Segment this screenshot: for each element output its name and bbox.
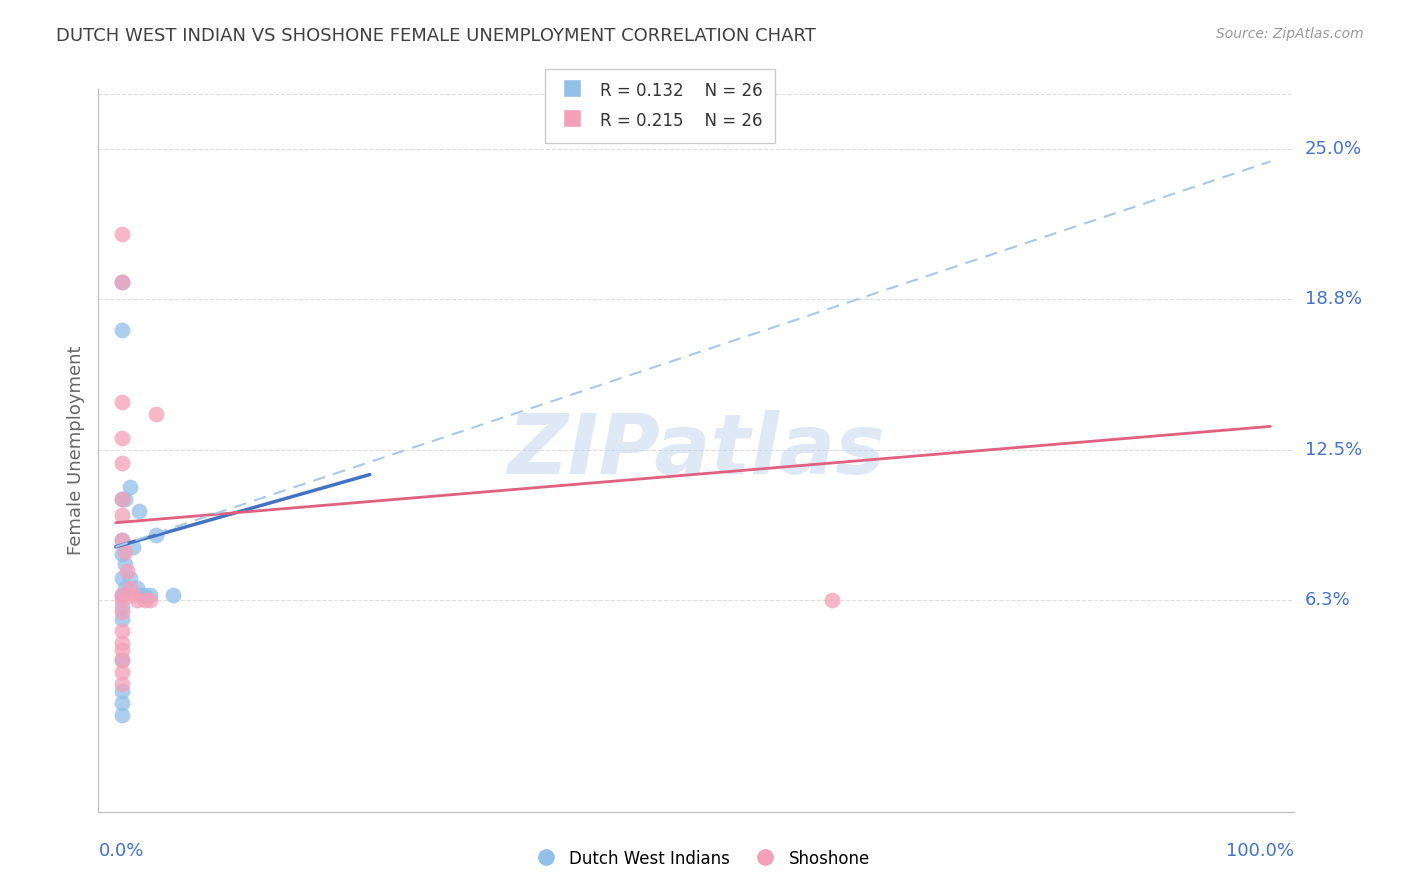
Point [114,581,136,595]
Point [110,571,132,585]
Point [110,624,132,639]
Point [110,533,132,547]
Legend: R = 0.132    N = 26, R = 0.215    N = 26: R = 0.132 N = 26, R = 0.215 N = 26 [546,69,775,143]
Text: Source: ZipAtlas.com: Source: ZipAtlas.com [1216,27,1364,41]
Point [820,592,842,607]
Text: DUTCH WEST INDIAN VS SHOSHONE FEMALE UNEMPLOYMENT CORRELATION CHART: DUTCH WEST INDIAN VS SHOSHONE FEMALE UNE… [56,27,815,45]
Legend: Dutch West Indians, Shoshone: Dutch West Indians, Shoshone [530,843,876,875]
Point [110,684,132,698]
Point [114,491,136,506]
Point [110,275,132,289]
Point [110,491,132,506]
Point [134,592,156,607]
Point [139,588,162,602]
Point [110,491,132,506]
Point [114,557,136,571]
Point [139,592,162,607]
Point [110,323,132,337]
Text: ZIPatlas: ZIPatlas [508,410,884,491]
Point [145,407,167,421]
Point [110,227,132,241]
Point [118,571,141,585]
Point [129,588,152,602]
Point [110,696,132,710]
Point [118,581,141,595]
Point [110,547,132,561]
Text: 18.8%: 18.8% [1305,290,1361,308]
Point [110,588,132,602]
Point [128,503,150,517]
Point [125,592,148,607]
Point [110,275,132,289]
Point [110,636,132,650]
Point [162,588,184,602]
Point [145,528,167,542]
Point [122,588,145,602]
Point [122,540,145,554]
Point [110,456,132,470]
Y-axis label: Female Unemployment: Female Unemployment [66,346,84,555]
Text: 100.0%: 100.0% [1226,842,1294,860]
Point [110,653,132,667]
Point [114,544,136,558]
Point [110,643,132,657]
Point [118,480,141,494]
Point [110,588,132,602]
Text: 12.5%: 12.5% [1305,442,1362,459]
Point [110,665,132,679]
Point [110,612,132,626]
Point [110,708,132,723]
Point [110,653,132,667]
Point [110,677,132,691]
Point [110,592,132,607]
Text: 0.0%: 0.0% [98,842,143,860]
Point [110,600,132,615]
Point [134,588,156,602]
Text: 6.3%: 6.3% [1305,591,1350,608]
Point [110,533,132,547]
Point [110,432,132,446]
Text: 25.0%: 25.0% [1305,140,1362,159]
Point [125,581,148,595]
Point [110,508,132,523]
Point [110,605,132,619]
Point [110,395,132,409]
Point [117,564,139,578]
